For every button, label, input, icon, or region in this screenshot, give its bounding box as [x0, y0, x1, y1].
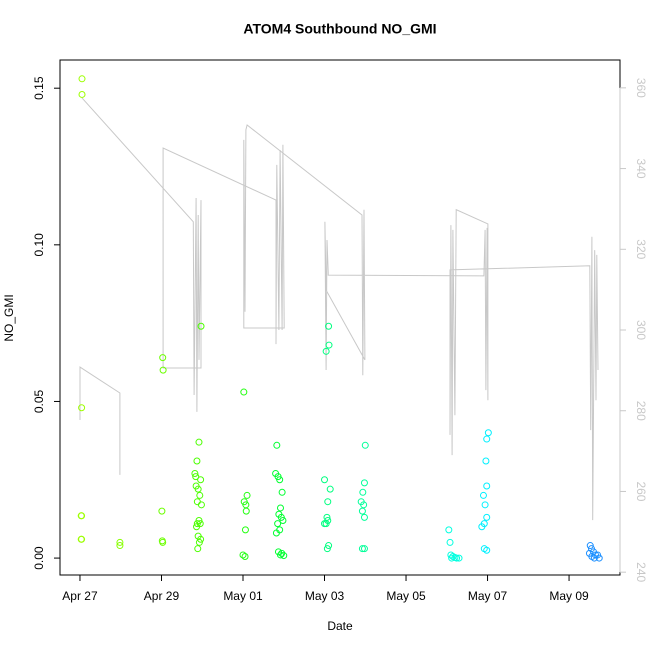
point [276, 476, 284, 484]
chart-title: ATOM4 Southbound NO_GMI [243, 21, 436, 37]
x-tick-label: May 03 [305, 589, 345, 603]
point [322, 347, 330, 355]
x-tick-label: May 05 [386, 589, 426, 603]
point [197, 535, 205, 543]
point [193, 523, 201, 531]
point [159, 538, 167, 546]
point [321, 520, 329, 528]
point [243, 491, 251, 499]
point [197, 322, 205, 330]
y2-tick-label: 360 [634, 78, 648, 98]
point [445, 526, 453, 534]
point [483, 482, 491, 490]
x-tick-label: May 01 [223, 589, 263, 603]
y2-tick-label: 260 [634, 481, 648, 501]
point [595, 554, 603, 562]
point [482, 457, 490, 465]
point [193, 498, 201, 506]
point [274, 520, 282, 528]
point [358, 507, 366, 515]
point [448, 554, 456, 562]
point [78, 512, 86, 520]
point [276, 504, 284, 512]
point [195, 538, 203, 546]
y-tick-label: 0.00 [32, 546, 46, 570]
point [453, 554, 461, 562]
point [278, 488, 286, 496]
point [241, 526, 249, 534]
point [194, 545, 202, 553]
point [279, 516, 287, 524]
point [325, 542, 333, 550]
x-axis-label: Date [327, 619, 353, 633]
y-axis-label: NO_GMI [2, 294, 16, 341]
point [276, 551, 284, 559]
point [280, 552, 288, 560]
point [358, 545, 366, 553]
point [194, 485, 202, 493]
point [325, 322, 333, 330]
point [272, 529, 280, 537]
point [360, 513, 368, 521]
point [193, 520, 201, 528]
point [324, 498, 332, 506]
point [479, 491, 487, 499]
point [360, 479, 368, 487]
point [116, 542, 124, 550]
y2-tick-label: 280 [634, 401, 648, 421]
point [321, 476, 329, 484]
point [360, 545, 368, 553]
y-tick-label: 0.10 [32, 233, 46, 257]
point [158, 507, 166, 515]
point [484, 429, 492, 437]
point [483, 546, 491, 554]
point [193, 457, 201, 465]
point [78, 90, 86, 98]
point [192, 473, 200, 481]
point [116, 538, 124, 546]
point [323, 545, 331, 553]
x-tick-label: Apr 29 [144, 589, 180, 603]
y-tick-label: 0.05 [32, 389, 46, 413]
x-tick-label: Apr 27 [62, 589, 98, 603]
point [195, 438, 203, 446]
point [197, 501, 205, 509]
point [478, 523, 486, 531]
point [197, 476, 205, 484]
point [455, 554, 463, 562]
point [78, 75, 86, 83]
y2-tick-label: 300 [634, 320, 648, 340]
point [159, 354, 167, 362]
x-tick-label: May 07 [468, 589, 508, 603]
point [483, 435, 491, 443]
point [359, 488, 367, 496]
point [240, 388, 248, 396]
plot-box [59, 59, 621, 576]
point [361, 441, 369, 449]
point [239, 551, 247, 559]
point [196, 491, 204, 499]
point [191, 470, 199, 478]
point [273, 441, 281, 449]
point [278, 549, 286, 557]
point [586, 542, 594, 550]
point [446, 538, 454, 546]
point [159, 366, 167, 374]
point [481, 501, 489, 509]
y2-tick-label: 340 [634, 159, 648, 179]
y2-line [79, 97, 599, 521]
point [78, 404, 86, 412]
point [326, 485, 334, 493]
y-tick-label: 0.15 [32, 76, 46, 100]
x-tick-label: May 09 [549, 589, 589, 603]
point [242, 507, 250, 515]
point [78, 535, 86, 543]
y2-tick-label: 320 [634, 239, 648, 259]
point [483, 513, 491, 521]
point [241, 553, 249, 561]
y2-tick-label: 240 [634, 562, 648, 582]
point [325, 341, 333, 349]
